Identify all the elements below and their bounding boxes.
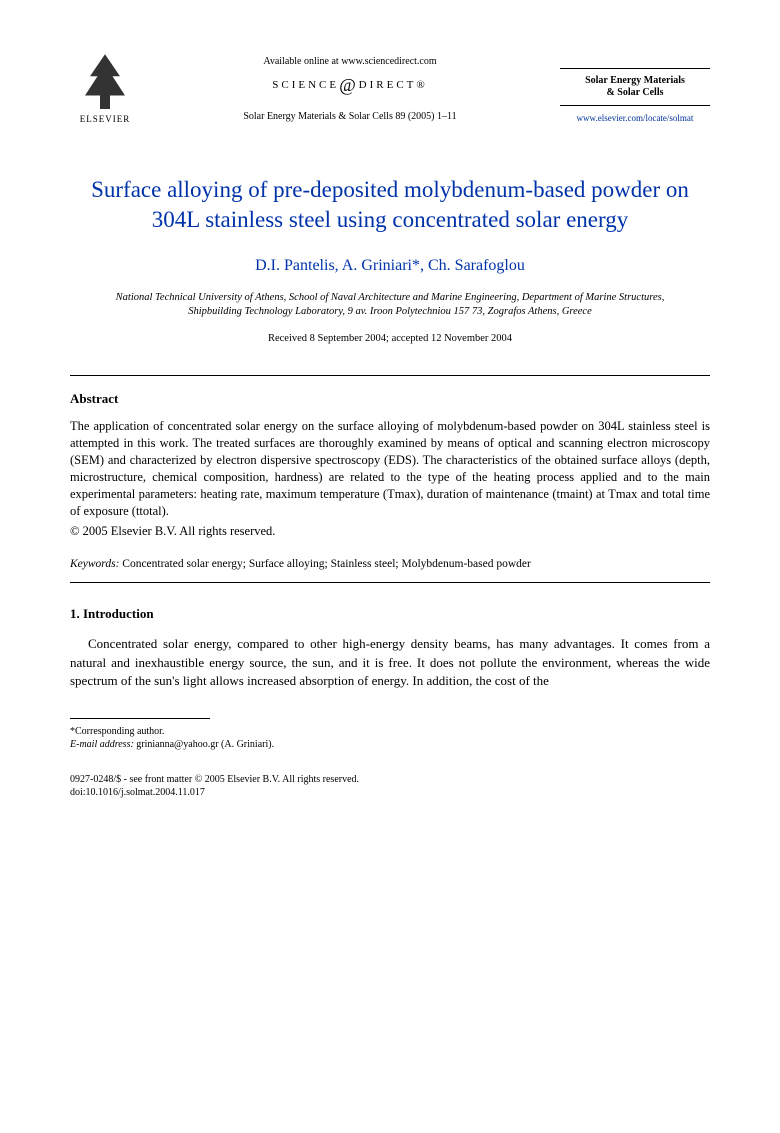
corresponding-author-note: *Corresponding author.	[70, 725, 710, 738]
keywords-label: Keywords:	[70, 558, 119, 570]
science-direct-brand: SCIENCE@DIRECT®	[140, 73, 560, 98]
footer-doi: doi:10.1016/j.solmat.2004.11.017	[70, 786, 710, 799]
article-title: Surface alloying of pre-deposited molybd…	[70, 175, 710, 235]
divider	[70, 375, 710, 376]
affiliation: National Technical University of Athens,…	[70, 291, 710, 318]
direct-text: DIRECT®	[359, 79, 428, 91]
available-online-text: Available online at www.sciencedirect.co…	[140, 55, 560, 69]
science-text: SCIENCE	[272, 79, 339, 91]
journal-title-box: Solar Energy Materials & Solar Cells	[560, 68, 710, 106]
elsevier-tree-icon	[80, 54, 130, 109]
email-address[interactable]: grinianna@yahoo.gr (A. Griniari).	[136, 739, 274, 750]
page-header: ELSEVIER Available online at www.science…	[70, 50, 710, 130]
abstract-copyright: © 2005 Elsevier B.V. All rights reserved…	[70, 523, 710, 541]
keywords-list: Concentrated solar energy; Surface alloy…	[122, 558, 531, 570]
journal-citation: Solar Energy Materials & Solar Cells 89 …	[140, 110, 560, 124]
page-footer: 0927-0248/$ - see front matter © 2005 El…	[70, 773, 710, 799]
footnote-block: *Corresponding author. E-mail address: g…	[70, 725, 710, 751]
publisher-name: ELSEVIER	[80, 113, 131, 126]
at-symbol-icon: @	[339, 75, 359, 95]
article-dates: Received 8 September 2004; accepted 12 N…	[70, 332, 710, 347]
abstract-heading: Abstract	[70, 390, 710, 408]
abstract-text: The application of concentrated solar en…	[70, 419, 710, 517]
journal-url[interactable]: www.elsevier.com/locate/solmat	[560, 112, 710, 125]
divider	[70, 582, 710, 583]
abstract-body: The application of concentrated solar en…	[70, 418, 710, 519]
header-right: Solar Energy Materials & Solar Cells www…	[560, 50, 710, 125]
footnote-divider	[70, 718, 210, 719]
publisher-logo: ELSEVIER	[70, 50, 140, 130]
email-label: E-mail address:	[70, 739, 134, 750]
header-center: Available online at www.sciencedirect.co…	[140, 50, 560, 124]
introduction-heading: 1. Introduction	[70, 605, 710, 623]
journal-box-line2: & Solar Cells	[560, 87, 710, 99]
introduction-body: Concentrated solar energy, compared to o…	[70, 635, 710, 690]
authors-list: D.I. Pantelis, A. Griniari*, Ch. Sarafog…	[70, 255, 710, 277]
keywords-block: Keywords: Concentrated solar energy; Sur…	[70, 556, 710, 572]
email-line: E-mail address: grinianna@yahoo.gr (A. G…	[70, 738, 710, 751]
footer-front-matter: 0927-0248/$ - see front matter © 2005 El…	[70, 773, 710, 786]
journal-box-line1: Solar Energy Materials	[560, 75, 710, 87]
